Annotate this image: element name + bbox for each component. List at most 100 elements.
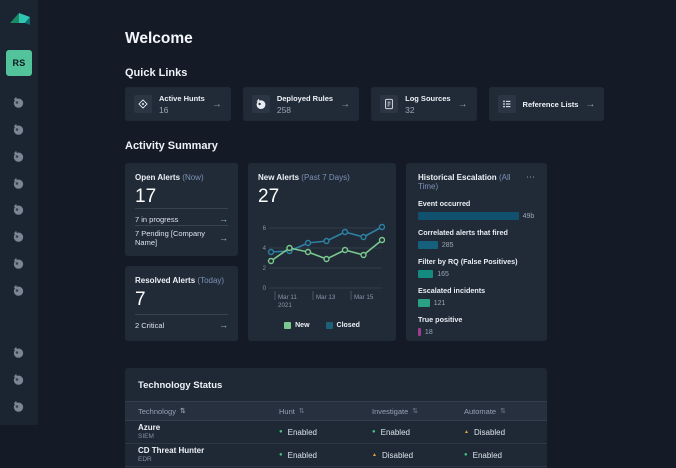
sort-icon: ⇅ xyxy=(412,408,419,415)
sidebar-nav-icon[interactable] xyxy=(12,346,26,360)
card-title: Historical Escalation (All Time) xyxy=(418,173,511,191)
automate-status: ▲ Disabled xyxy=(464,427,506,437)
open-alerts-card: Open Alerts (Now) 17 7 in progress → 7 P… xyxy=(125,163,238,256)
technology-status-panel: Technology Status Technology ⇅ Hunt ⇅ Inve… xyxy=(125,368,547,468)
status-icon: ● xyxy=(372,429,376,435)
svg-text:Mar 15: Mar 15 xyxy=(354,294,374,301)
svg-text:6: 6 xyxy=(263,226,267,232)
investigate-status: ● Enabled xyxy=(372,427,410,437)
investigate-status: ▲ Disabled xyxy=(372,450,414,460)
quick-links-row: Active Hunts 16 → Deployed Rules 258 → Log… xyxy=(125,87,605,121)
svg-text:Mar 13: Mar 13 xyxy=(316,294,336,301)
arrow-right-icon: → xyxy=(219,233,228,243)
target-icon xyxy=(134,95,152,113)
rules-icon xyxy=(251,95,270,113)
activity-summary-heading: Activity Summary xyxy=(125,140,218,152)
quick-link-label: Log Sources xyxy=(405,93,451,103)
technology-name: CD Threat Hunter xyxy=(138,445,205,455)
quick-link-log-sources[interactable]: Log Sources 32 → xyxy=(371,87,477,121)
resolved-alerts-card: Resolved Alerts (Today) 7 2 Critical → xyxy=(125,266,238,341)
svg-text:Mar 11: Mar 11 xyxy=(278,294,297,301)
bar-fill xyxy=(418,328,421,336)
sidebar-nav-icon[interactable] xyxy=(12,96,26,110)
bar-fill xyxy=(418,241,438,249)
quick-link-value: 258 xyxy=(276,104,292,115)
historical-escalation-card: Historical Escalation (All Time) ⋯ Event… xyxy=(406,163,547,341)
new-alerts-count: 27 xyxy=(258,186,280,207)
sidebar-nav-icon[interactable] xyxy=(12,257,26,271)
quick-link-deployed-rules[interactable]: Deployed Rules 258 → xyxy=(242,87,360,121)
technology-type: EDR xyxy=(138,455,152,463)
sidebar: RS xyxy=(0,0,38,425)
quick-link-value: 32 xyxy=(405,104,415,115)
bar-filter-by-rq: Filter by RQ (False Positives) 165 xyxy=(418,257,518,278)
user-avatar[interactable]: RS xyxy=(6,50,32,76)
legend-closed: Closed xyxy=(325,322,360,329)
arrow-right-icon: → xyxy=(211,98,222,110)
sidebar-nav-icon[interactable] xyxy=(12,284,26,298)
sort-icon: ⇅ xyxy=(298,408,305,415)
bar-fill xyxy=(418,299,430,307)
svg-text:2: 2 xyxy=(263,266,267,272)
bar-true-positive: True positive 18 xyxy=(418,315,463,336)
critical-link[interactable]: 2 Critical → xyxy=(135,314,228,331)
app-logo-icon[interactable] xyxy=(9,11,30,28)
bar-fill xyxy=(418,270,434,278)
column-header-automate[interactable]: Automate ⇅ xyxy=(464,406,506,416)
page-title: Welcome xyxy=(125,30,193,47)
technology-type: SIEM xyxy=(138,432,154,440)
sort-icon: ⇅ xyxy=(500,408,506,415)
table-header-row: Technology ⇅ Hunt ⇅ Investigate ⇅ Automate ⇅ xyxy=(125,401,547,421)
quick-link-active-hunts[interactable]: Active Hunts 16 → xyxy=(125,87,231,121)
in-progress-link[interactable]: 7 in progress → xyxy=(135,208,228,225)
hunt-status: ● Enabled xyxy=(279,427,317,437)
pending-link[interactable]: 7 Pending [Company Name] → xyxy=(135,225,228,247)
arrow-right-icon: → xyxy=(457,98,468,110)
svg-text:0: 0 xyxy=(263,286,267,292)
quick-link-reference-lists[interactable]: Reference Lists → xyxy=(488,87,605,121)
card-title: New Alerts (Past 7 Days) xyxy=(258,173,350,182)
activity-grid: Open Alerts (Now) 17 7 in progress → 7 P… xyxy=(125,163,547,341)
arrow-right-icon: → xyxy=(219,320,228,330)
bar-escalated-incidents: Escalated incidents 121 xyxy=(418,286,486,307)
sidebar-nav-icon[interactable] xyxy=(12,123,26,137)
more-options-icon[interactable]: ⋯ xyxy=(526,172,535,182)
table-row: CD Threat Hunter EDR ● Enabled ▲ Disabled ●… xyxy=(125,444,547,467)
link-label: 2 Critical xyxy=(135,320,165,330)
card-title: Resolved Alerts (Today) xyxy=(135,276,225,285)
quick-link-label: Active Hunts xyxy=(159,93,205,103)
bar-correlated-alerts: Correlated alerts that fired 285 xyxy=(418,228,508,249)
document-icon xyxy=(380,95,399,113)
activity-left-column: Open Alerts (Now) 17 7 in progress → 7 P… xyxy=(125,163,238,341)
legend-swatch-new xyxy=(284,322,292,329)
card-qualifier: (Today) xyxy=(197,276,225,285)
link-label: 7 Pending [Company Name] xyxy=(135,229,206,247)
hunt-status: ● Enabled xyxy=(279,450,317,460)
technology-name: Azure xyxy=(138,422,161,432)
status-icon: ● xyxy=(464,452,468,458)
bar-fill xyxy=(418,212,519,220)
status-icon: ▲ xyxy=(372,451,377,458)
list-icon xyxy=(497,95,516,113)
arrow-right-icon: → xyxy=(585,98,596,110)
chart-legend: New Closed xyxy=(258,322,386,329)
status-icon: ● xyxy=(279,429,283,435)
card-qualifier: (Past 7 Days) xyxy=(301,173,350,182)
sidebar-nav-icon[interactable] xyxy=(12,373,26,387)
sidebar-nav-icon[interactable] xyxy=(12,230,26,244)
column-header-technology[interactable]: Technology ⇅ xyxy=(138,406,186,416)
column-header-hunt[interactable]: Hunt ⇅ xyxy=(279,406,305,416)
card-qualifier: (All Time) xyxy=(418,173,511,191)
sidebar-nav-icon[interactable] xyxy=(12,400,26,414)
legend-new: New xyxy=(284,322,310,329)
sidebar-nav-icon[interactable] xyxy=(12,150,26,164)
column-header-investigate[interactable]: Investigate ⇅ xyxy=(372,406,419,416)
new-alerts-chart: 0 2 4 6 Mar 11 Mar 13 Mar 15 2021 xyxy=(258,212,386,314)
automate-status: ● Enabled xyxy=(464,450,502,460)
table-row: Azure SIEM ● Enabled ● Enabled ▲ Disabled xyxy=(125,421,547,444)
sidebar-nav-icon[interactable] xyxy=(12,203,26,217)
arrow-right-icon: → xyxy=(219,214,228,224)
sort-icon: ⇅ xyxy=(179,408,186,415)
card-qualifier: (Now) xyxy=(182,173,204,182)
sidebar-nav-icon[interactable] xyxy=(12,177,26,191)
